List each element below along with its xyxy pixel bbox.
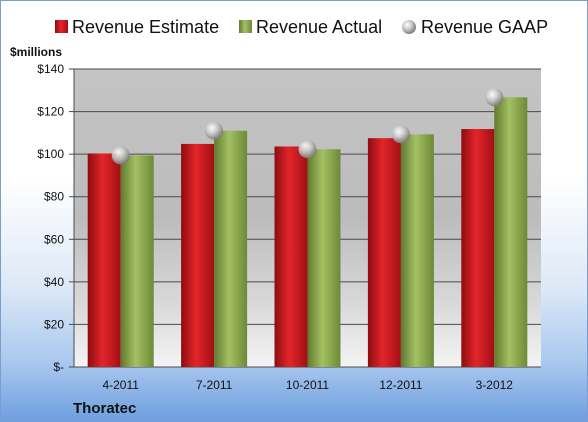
- gaap-markers-layer: [111, 88, 504, 165]
- legend-label-estimate: Revenue Estimate: [72, 17, 219, 37]
- bar-revenue-actual: [494, 97, 528, 367]
- x-tick-label: 10-2011: [286, 378, 329, 392]
- company-name: Thoratec: [73, 400, 136, 417]
- bar-revenue-actual: [307, 149, 341, 367]
- x-axis-ticks: 4-2011 7-2011 10-2011 12-2011 3-2012: [102, 378, 513, 392]
- y-tick-label: $100: [37, 147, 64, 161]
- x-tick-label: 4-2011: [102, 378, 139, 392]
- y-tick-label: $-: [53, 360, 64, 374]
- marker-revenue-gaap: [391, 125, 410, 144]
- y-tick-label: $40: [44, 275, 64, 289]
- marker-revenue-gaap: [485, 88, 504, 107]
- marker-revenue-gaap: [298, 140, 317, 159]
- bar-revenue-estimate: [367, 138, 401, 367]
- y-tick-label: $20: [44, 317, 64, 331]
- legend-label-gaap: Revenue GAAP: [421, 17, 548, 37]
- y-tick-label: $60: [44, 232, 64, 246]
- marker-revenue-gaap: [205, 121, 224, 140]
- legend-label-actual: Revenue Actual: [256, 17, 382, 37]
- x-tick-label: 3-2012: [476, 378, 514, 392]
- bar-revenue-actual: [400, 134, 434, 367]
- bar-revenue-actual: [214, 130, 248, 367]
- x-tick-label: 12-2011: [379, 378, 422, 392]
- y-tick-label: $80: [44, 190, 64, 204]
- y-unit-label: $millions: [10, 45, 62, 59]
- bar-revenue-estimate: [461, 129, 495, 367]
- legend-swatch-gaap: [402, 20, 416, 34]
- legend-swatch-estimate: [55, 20, 68, 33]
- x-tick-label: 7-2011: [196, 378, 233, 392]
- bar-revenue-estimate: [181, 143, 215, 367]
- y-axis-ticks: $- $20 $40 $60 $80 $100 $120 $140: [37, 62, 74, 374]
- bars-layer: [87, 97, 528, 367]
- legend-swatch-actual: [239, 20, 252, 33]
- bar-revenue-actual: [120, 155, 154, 367]
- marker-revenue-gaap: [111, 146, 130, 165]
- y-tick-label: $140: [37, 62, 64, 76]
- legend: Revenue Estimate Revenue Actual Revenue …: [55, 17, 548, 37]
- y-tick-label: $120: [37, 105, 64, 119]
- bar-revenue-estimate: [274, 146, 308, 367]
- bar-revenue-estimate: [87, 153, 121, 367]
